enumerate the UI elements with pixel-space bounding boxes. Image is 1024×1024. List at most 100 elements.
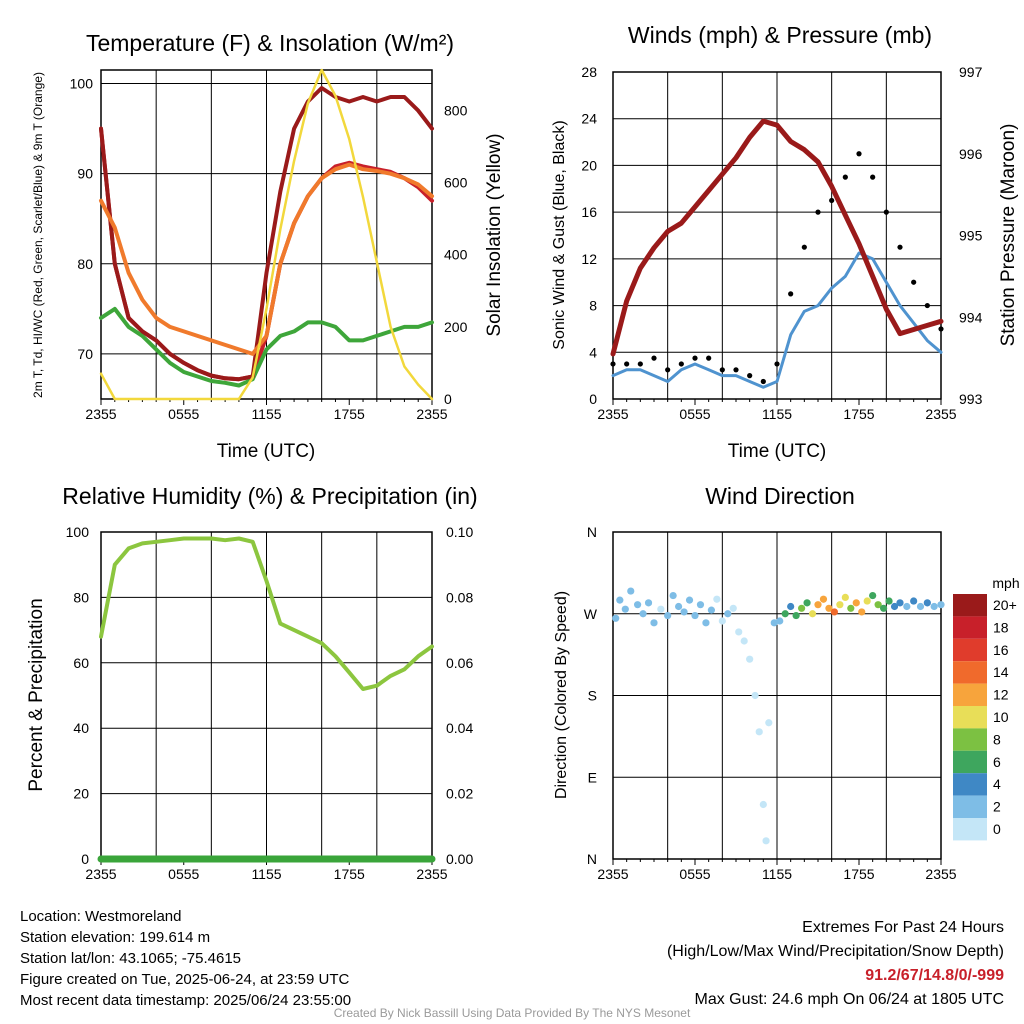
rh-ytick-label: 40 xyxy=(73,720,89,736)
wind-gust-point xyxy=(747,373,753,379)
wind-gust-point xyxy=(842,174,848,180)
temp-xtick-label: 2355 xyxy=(416,406,447,422)
dir-legend-swatch xyxy=(953,616,987,639)
dir-ytick-label: N xyxy=(587,851,597,867)
dir-point xyxy=(880,604,888,612)
credit-line: Created By Nick Bassill Using Data Provi… xyxy=(333,1006,691,1020)
dir-xtick-label: 2355 xyxy=(925,866,956,882)
wind-gust-point xyxy=(883,209,889,215)
temp-xtick-label: 1155 xyxy=(251,406,281,422)
dir-point xyxy=(903,602,911,611)
dir-point xyxy=(798,604,806,612)
rh-y-axis-label: Percent & Precipitation xyxy=(26,598,47,791)
wind-xtick-label: 2355 xyxy=(597,406,628,422)
wind-ytick-label: 16 xyxy=(581,204,597,220)
wind-xtick-label: 1755 xyxy=(843,406,874,422)
temp-ytick-label: 80 xyxy=(77,256,93,272)
dir-point xyxy=(841,593,849,602)
dir-point xyxy=(729,604,737,612)
temp-ytick-label: 70 xyxy=(77,346,93,362)
wind-xtick-label: 2355 xyxy=(925,406,956,422)
dir-legend-swatch xyxy=(953,750,987,774)
dir-legend-swatch xyxy=(953,795,987,818)
dir-legend-swatch xyxy=(953,661,987,684)
dir-panel-title: Wind Direction xyxy=(705,483,855,509)
dir-point xyxy=(765,719,773,727)
rh-series-0 xyxy=(99,536,434,691)
wind-gust-point xyxy=(651,355,657,361)
temp-y2-axis-label: Solar Insolation (Yellow) xyxy=(484,133,505,336)
rh-xtick-label: 0555 xyxy=(168,866,199,882)
temp-series-3 xyxy=(99,162,434,356)
dir-point xyxy=(755,728,763,736)
wind-panel-title: Winds (mph) & Pressure (mb) xyxy=(627,22,933,48)
dir-point xyxy=(852,599,860,607)
dir-point xyxy=(847,604,855,612)
dir-point xyxy=(770,619,778,627)
dir-legend-label: 0 xyxy=(993,821,1001,837)
dir-point xyxy=(657,605,665,613)
dir-legend-swatch xyxy=(953,594,987,617)
dir-point xyxy=(814,601,822,609)
wind-ytick-label: 4 xyxy=(589,344,597,360)
dir-legend-swatch xyxy=(953,773,987,796)
dir-point xyxy=(751,691,759,700)
temp-series-4 xyxy=(99,68,434,401)
dir-legend-swatch xyxy=(953,818,987,841)
wind-y2tick-label: 995 xyxy=(959,228,983,244)
wind-x-axis-label: Time (UTC) xyxy=(728,441,827,462)
dir-legend-label: 10 xyxy=(993,709,1009,725)
dir-ytick-label: W xyxy=(584,606,598,622)
dir-legend-label: 20+ xyxy=(993,597,1017,613)
rh-ytick-label: 100 xyxy=(66,524,90,540)
wind-y2tick-label: 993 xyxy=(959,391,983,407)
wind-gust-point xyxy=(911,279,917,285)
wind-gust-point xyxy=(897,244,903,250)
dir-legend-label: 8 xyxy=(993,731,1001,747)
wind-gust-point xyxy=(815,209,821,215)
wind-ytick-label: 8 xyxy=(589,298,597,314)
wind-gust-point xyxy=(938,326,944,332)
dir-point xyxy=(781,610,789,618)
dir-point xyxy=(890,602,899,611)
wind-gust-point xyxy=(624,361,630,367)
dir-legend-swatch xyxy=(953,683,987,706)
wind-series-2 xyxy=(610,118,944,357)
wind-y2tick-label: 994 xyxy=(959,309,983,325)
rh-y2tick-label: 0.08 xyxy=(446,589,473,605)
dir-point xyxy=(830,608,839,616)
dir-point xyxy=(803,599,811,607)
temp-y2tick-label: 600 xyxy=(444,175,468,191)
rh-ytick-label: 0 xyxy=(81,851,89,867)
dir-point xyxy=(885,597,893,605)
dir-legend-label: 18 xyxy=(993,619,1009,635)
dir-point xyxy=(869,591,877,600)
info-recent: Most recent data timestamp: 2025/06/24 2… xyxy=(20,992,352,1009)
dir-point xyxy=(664,611,672,620)
temp-y2tick-label: 800 xyxy=(444,102,468,118)
rh-y2tick-label: 0.02 xyxy=(446,786,473,802)
wind-gust-point xyxy=(706,355,712,361)
rh-xtick-label: 2355 xyxy=(85,866,116,882)
dir-point xyxy=(685,596,694,604)
info-created: Figure created on Tue, 2025-06-24, at 23… xyxy=(20,971,350,988)
rh-y2tick-label: 0.04 xyxy=(446,720,473,736)
dir-ytick-label: S xyxy=(588,688,597,704)
dir-point xyxy=(937,601,945,609)
dir-point xyxy=(836,601,844,609)
dir-xtick-label: 1755 xyxy=(843,866,874,882)
temp-xtick-label: 0555 xyxy=(168,406,199,422)
temp-series-1 xyxy=(99,306,434,388)
dir-legend-title: mph xyxy=(992,575,1019,591)
wind-gust-point xyxy=(856,151,862,157)
dir-point xyxy=(858,608,866,616)
dir-point xyxy=(669,591,677,600)
wind-gust-point xyxy=(760,378,766,385)
rh-ytick-label: 20 xyxy=(73,786,89,802)
dir-point xyxy=(819,595,828,603)
dir-point xyxy=(691,611,699,620)
wind-gust-point xyxy=(678,361,684,367)
temp-ytick-label: 90 xyxy=(77,166,93,182)
temp-y2tick-label: 200 xyxy=(444,319,468,335)
